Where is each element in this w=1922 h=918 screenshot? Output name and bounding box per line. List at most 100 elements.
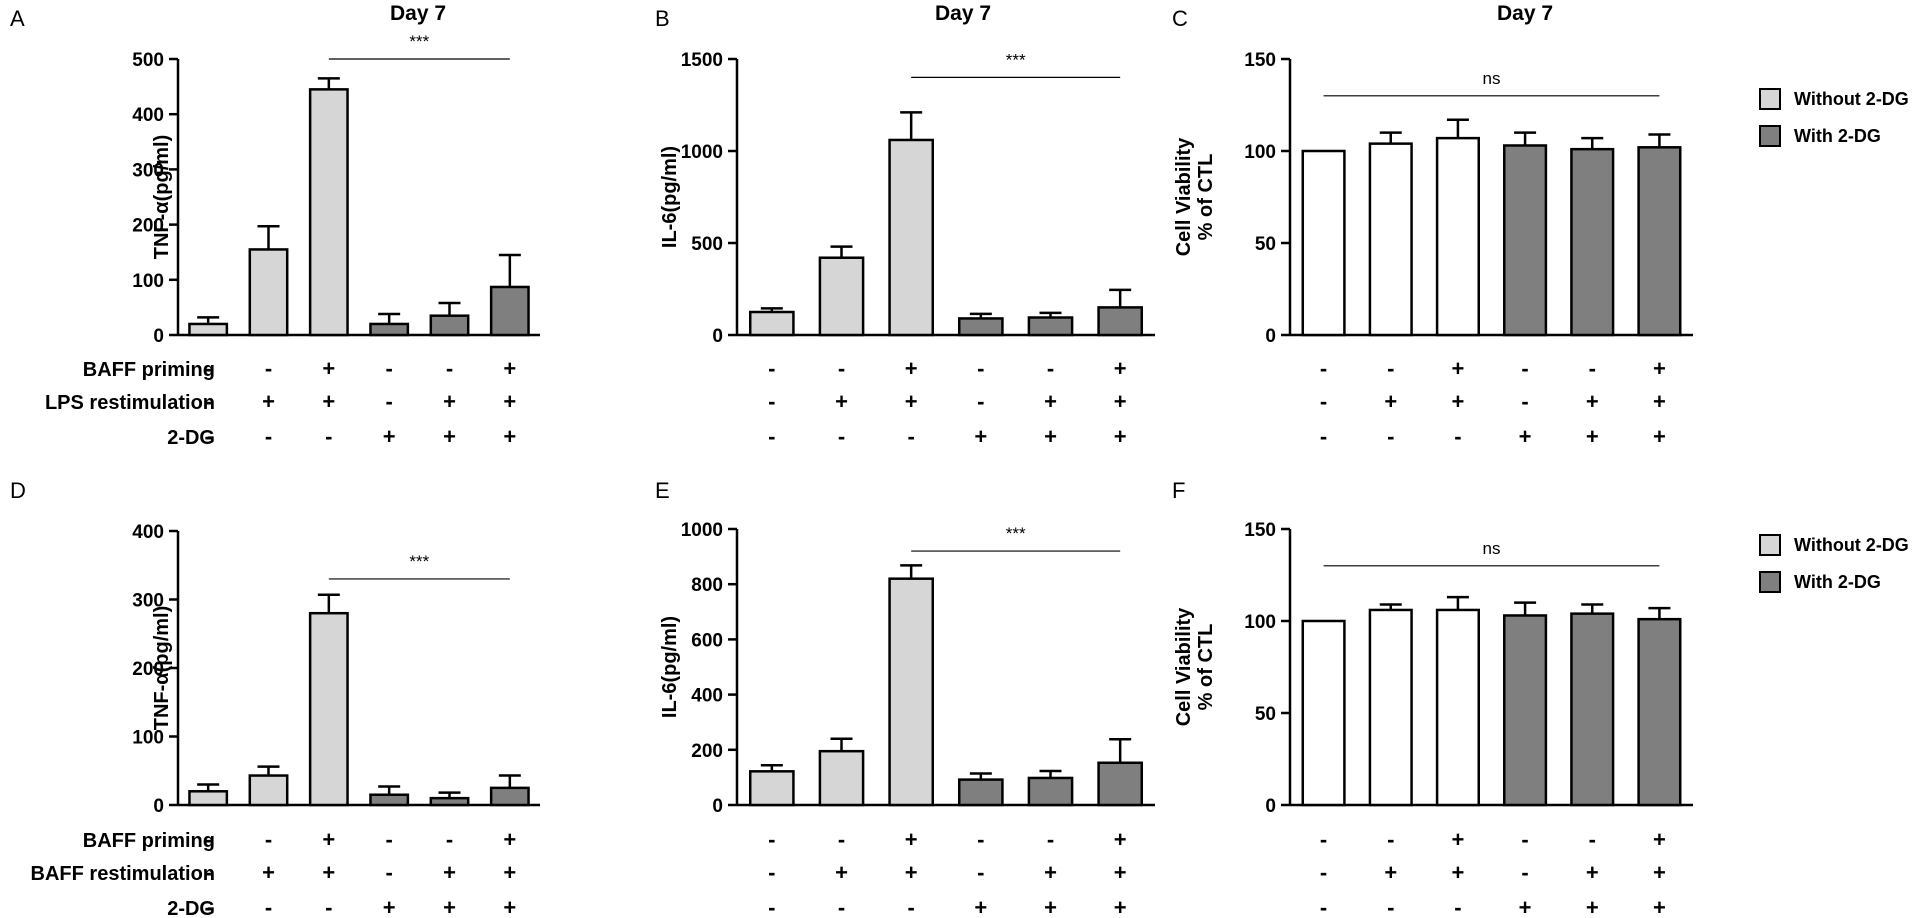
y-tick-label: 400 (691, 686, 723, 707)
legend-swatch (1759, 571, 1781, 593)
treatment-sign: + (1451, 860, 1464, 885)
legend-swatch (1759, 88, 1781, 110)
y-tick-label: 500 (132, 50, 164, 71)
treatment-sign: - (1521, 389, 1528, 414)
treatment-sign: - (1521, 827, 1528, 852)
legend-swatch (1759, 534, 1781, 556)
y-tick-label: 0 (153, 796, 164, 817)
bar-1 (1301, 149, 1346, 337)
significance-label: *** (1006, 50, 1026, 69)
significance-label: ns (1483, 69, 1501, 88)
treatment-sign: + (1519, 424, 1532, 449)
chart-panel-b: B Day 7 0 500 1000 1500 IL-6(pg/ml) *** - - + - - + - +… (655, 2, 1155, 449)
y-axis-label: Cell Viability (1173, 137, 1195, 256)
treatment-sign: + (1114, 389, 1127, 414)
y-axis-label: IL-6(pg/ml) (659, 146, 681, 248)
treatment-sign: + (1653, 860, 1666, 885)
chart-title: Day 7 (935, 2, 991, 25)
legend-label: With 2-DG (1794, 572, 1881, 592)
bar-3 (1435, 136, 1480, 337)
y-tick-label: 50 (1255, 704, 1276, 725)
treatment-sign: + (974, 424, 987, 449)
treatment-sign: - (768, 860, 775, 885)
treatment-sign: - (977, 827, 984, 852)
treatment-sign: - (838, 827, 845, 852)
treatment-sign: - (1047, 827, 1054, 852)
treatment-sign: - (386, 389, 393, 414)
treatment-sign: + (1586, 389, 1599, 414)
treatment-sign: - (768, 389, 775, 414)
treatment-sign: - (977, 389, 984, 414)
treatment-sign: + (1114, 860, 1127, 885)
treatment-sign: + (1653, 827, 1666, 852)
bar-5 (1027, 776, 1074, 807)
row-label-bottom: 2-DG (167, 898, 215, 918)
y-tick-label: 300 (132, 160, 164, 181)
bar-6 (1637, 146, 1682, 337)
chart-panel-a: A Day 7 0 100 200 300 400 500 TNF-α(pg/ml) *** - - +… (10, 2, 540, 449)
treatment-sign: - (838, 895, 845, 918)
treatment-sign: - (386, 356, 393, 381)
treatment-sign: + (503, 895, 516, 918)
y-tick-label: 0 (1265, 796, 1276, 817)
treatment-sign: + (1653, 424, 1666, 449)
treatment-sign: - (977, 356, 984, 381)
treatment-sign: + (1451, 356, 1464, 381)
legends: Without 2-DG With 2-DG Without 2-DG With 2-… (1759, 88, 1909, 593)
treatment-sign: - (265, 356, 272, 381)
treatment-sign: + (1653, 895, 1666, 918)
treatment-sign: - (768, 424, 775, 449)
treatment-sign: - (768, 356, 775, 381)
y-tick-label: 800 (691, 575, 723, 596)
panel-letter: D (10, 478, 26, 503)
bar-6 (489, 285, 530, 337)
treatment-sign: - (1454, 895, 1461, 918)
treatment-sign: - (1589, 827, 1596, 852)
treatment-sign: + (383, 895, 396, 918)
y-axis-label: Cell Viability (1173, 607, 1195, 726)
legend-swatch (1759, 125, 1781, 147)
treatment-sign: - (768, 827, 775, 852)
treatment-sign: + (1653, 389, 1666, 414)
treatment-sign: - (908, 424, 915, 449)
treatment-sign: - (1387, 424, 1394, 449)
significance-label: *** (409, 552, 429, 571)
legend-label: Without 2-DG (1794, 89, 1909, 109)
row-label-top: LPS restimulation (45, 392, 215, 414)
legend-label: With 2-DG (1794, 126, 1881, 146)
bar-4 (1503, 144, 1548, 337)
bar-4 (1503, 614, 1548, 807)
treatment-sign: + (1653, 356, 1666, 381)
treatment-sign: + (974, 895, 987, 918)
bar-6 (1097, 306, 1144, 337)
treatment-row-labels: BAFF priming LPS restimulation 2-DG BAFF pr… (31, 359, 215, 918)
treatment-sign: + (1114, 895, 1127, 918)
treatment-sign: - (1047, 356, 1054, 381)
bar-2 (248, 248, 289, 337)
y-tick-label: 200 (132, 659, 164, 680)
treatment-sign: - (1521, 356, 1528, 381)
y-tick-label: 200 (132, 216, 164, 237)
treatment-sign: - (1454, 424, 1461, 449)
row-label-bottom: BAFF priming (83, 830, 215, 852)
treatment-sign: - (977, 860, 984, 885)
bar-4 (957, 317, 1004, 337)
treatment-sign: - (1320, 895, 1327, 918)
treatment-sign: + (905, 827, 918, 852)
y-tick-label: 1000 (681, 142, 723, 163)
y-axis-label: TNF-α(pg/ml) (151, 606, 173, 730)
treatment-sign: - (1320, 827, 1327, 852)
treatment-sign: + (1044, 389, 1057, 414)
panel-letter: A (10, 6, 25, 31)
treatment-sign: - (265, 827, 272, 852)
treatment-sign: - (1320, 356, 1327, 381)
treatment-sign: + (443, 424, 456, 449)
y-tick-label: 400 (132, 105, 164, 126)
bar-5 (429, 796, 470, 807)
panel-letter: E (655, 478, 670, 503)
treatment-sign: - (838, 424, 845, 449)
bar-1 (1301, 619, 1346, 807)
y-tick-label: 400 (132, 522, 164, 543)
y-axis-label: IL-6(pg/ml) (659, 616, 681, 718)
treatment-sign: - (205, 356, 212, 381)
